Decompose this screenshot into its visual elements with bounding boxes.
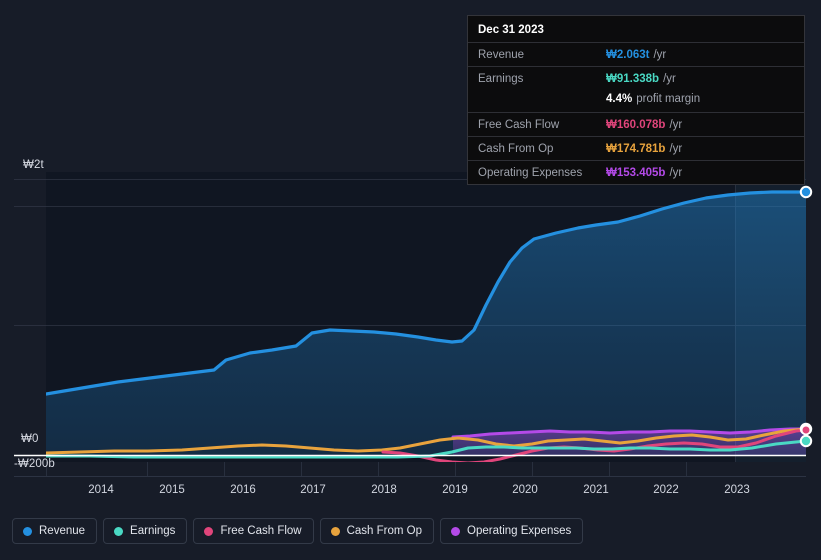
- tooltip-row-profit-margin: 4.4% profit margin: [468, 90, 804, 112]
- tooltip-value-profit-margin: 4.4%: [606, 92, 633, 105]
- tooltip-suffix-free-cash-flow: /yr: [669, 118, 683, 131]
- tooltip-label-operating-expenses: Operating Expenses: [478, 166, 583, 179]
- tooltip-row-free-cash-flow: Free Cash Flow ₩160.078b /yr: [468, 112, 804, 136]
- tooltip-date: Dec 31 2023: [478, 24, 544, 36]
- x-axis-label-2019: 2019: [442, 484, 468, 496]
- tooltip-suffix-earnings: /yr: [663, 72, 676, 85]
- legend-item-earnings[interactable]: Earnings: [103, 518, 188, 544]
- tooltip-row-earnings: Earnings ₩91.338b /yr: [468, 66, 804, 90]
- tooltip-value-revenue: ₩2.063t: [606, 48, 650, 61]
- x-axis-label-2023: 2023: [724, 484, 750, 496]
- y-axis-label-zero: ₩0: [21, 433, 39, 445]
- tooltip-value-operating-expenses: ₩153.405b: [606, 166, 666, 179]
- legend-dot-free-cash-flow-icon: [204, 526, 214, 536]
- legend-label-operating-expenses: Operating Expenses: [467, 525, 572, 537]
- x-axis-label-2018: 2018: [371, 484, 397, 496]
- y-axis-label-negative: -₩200b: [14, 458, 55, 470]
- tooltip-label-earnings: Earnings: [478, 72, 524, 85]
- revenue-line: [46, 190, 806, 396]
- tooltip-suffix-operating-expenses: /yr: [669, 166, 683, 179]
- x-axis-label-2020: 2020: [512, 484, 538, 496]
- legend-dot-earnings-icon: [114, 526, 124, 536]
- legend-label-earnings: Earnings: [130, 525, 176, 537]
- legend-item-cash-from-op[interactable]: Cash From Op: [319, 518, 435, 544]
- data-tooltip: Dec 31 2023 Revenue ₩2.063t /yr Earnings…: [467, 15, 805, 185]
- legend-label-cash-from-op: Cash From Op: [346, 525, 423, 537]
- legend-label-free-cash-flow: Free Cash Flow: [220, 525, 302, 537]
- operating-expenses-line: [451, 427, 806, 439]
- free-cash-flow-endpoint-marker: [801, 425, 811, 435]
- x-axis-label-2014: 2014: [88, 484, 114, 496]
- x-axis-label-2022: 2022: [653, 484, 679, 496]
- y-axis-label-top: ₩2t: [23, 159, 44, 171]
- cash-from-op-line: [46, 427, 806, 455]
- x-axis-label-2016: 2016: [230, 484, 256, 496]
- x-axis-label-2017: 2017: [300, 484, 326, 496]
- tooltip-value-cash-from-op: ₩174.781b: [606, 142, 666, 155]
- tooltip-label-revenue: Revenue: [478, 48, 525, 61]
- tooltip-suffix-revenue: /yr: [653, 48, 667, 61]
- earnings-endpoint-marker: [799, 434, 813, 448]
- tooltip-label-free-cash-flow: Free Cash Flow: [478, 118, 560, 131]
- x-axis-label-2021: 2021: [583, 484, 609, 496]
- legend-item-revenue[interactable]: Revenue: [12, 518, 98, 544]
- legend-item-operating-expenses[interactable]: Operating Expenses: [440, 518, 584, 544]
- legend-dot-revenue-icon: [23, 526, 32, 536]
- series-endpoint-markers: [799, 185, 813, 448]
- tooltip-suffix-profit-margin: profit margin: [636, 92, 701, 105]
- legend-dot-cash-from-op-icon: [330, 526, 340, 536]
- tooltip-row-cash-from-op: Cash From Op ₩174.781b /yr: [468, 136, 804, 160]
- revenue-area: [46, 192, 806, 455]
- tooltip-value-earnings: ₩91.338b: [606, 72, 660, 85]
- legend-dot-operating-expenses-icon: [451, 526, 461, 536]
- legend-label-revenue: Revenue: [39, 525, 86, 537]
- tooltip-row-operating-expenses: Operating Expenses ₩153.405b /yr: [468, 160, 804, 184]
- tooltip-row-revenue: Revenue ₩2.063t /yr: [468, 42, 804, 66]
- legend-item-free-cash-flow[interactable]: Free Cash Flow: [193, 518, 314, 544]
- tooltip-value-free-cash-flow: ₩160.078b: [606, 118, 666, 131]
- x-axis-label-2015: 2015: [159, 484, 185, 496]
- tooltip-suffix-cash-from-op: /yr: [669, 142, 683, 155]
- earnings-line: [46, 439, 806, 459]
- chart-plot-area[interactable]: [0, 0, 821, 512]
- chart-legend: Revenue Earnings Free Cash Flow Cash Fro…: [12, 518, 584, 544]
- tooltip-label-cash-from-op: Cash From Op: [478, 142, 554, 155]
- revenue-endpoint-marker: [799, 185, 813, 199]
